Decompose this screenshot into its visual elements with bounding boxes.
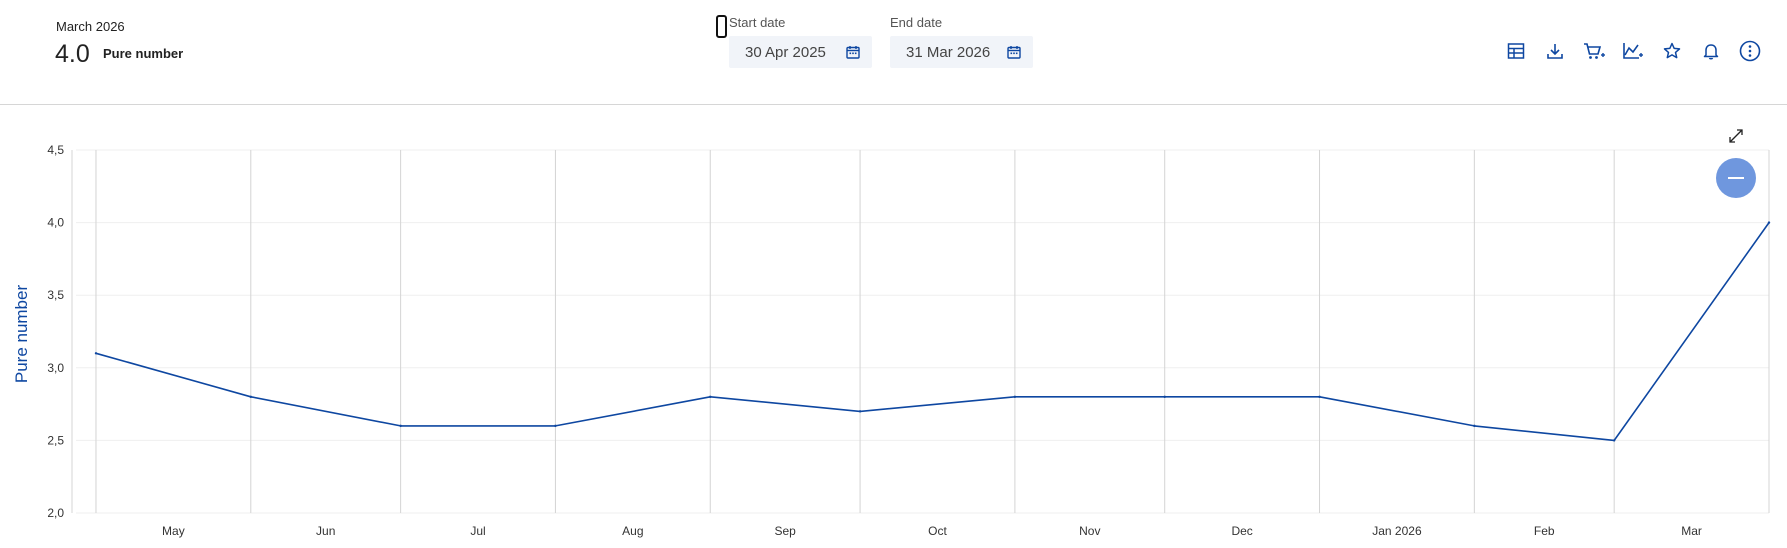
x-tick-label: Jul	[470, 524, 485, 538]
x-tick-label: May	[162, 524, 185, 538]
x-tick-label: Feb	[1534, 524, 1555, 538]
x-tick-label: Sep	[774, 524, 796, 538]
end-date-group: End date 31 Mar 2026	[890, 14, 1033, 68]
x-tick-label: Oct	[928, 524, 947, 538]
toolbar	[1505, 40, 1761, 62]
x-tick-label: Aug	[622, 524, 643, 538]
table-icon[interactable]	[1505, 40, 1527, 62]
y-axis-title: Pure number	[12, 285, 31, 384]
header: March 2026 4.0 Pure number Start date 30…	[0, 0, 1787, 105]
data-point[interactable]	[94, 352, 98, 355]
data-point[interactable]	[1013, 395, 1017, 399]
series-group	[94, 221, 1771, 442]
y-tick-label: 3,5	[47, 288, 64, 302]
x-tick-label: Jan 2026	[1372, 524, 1422, 538]
unit-label: Pure number	[103, 46, 184, 61]
end-date-field[interactable]: 31 Mar 2026	[890, 36, 1033, 68]
period-label: March 2026	[56, 19, 125, 34]
favourite-star-icon[interactable]	[1661, 40, 1683, 62]
start-date-field[interactable]: 30 Apr 2025	[729, 36, 872, 68]
fullscreen-expand-icon[interactable]	[1727, 127, 1745, 145]
end-date-label: End date	[890, 15, 943, 30]
data-point[interactable]	[709, 395, 712, 399]
data-point[interactable]	[1612, 439, 1616, 442]
data-point[interactable]	[858, 410, 862, 413]
download-icon[interactable]	[1544, 40, 1566, 62]
gridlines	[71, 149, 1770, 514]
collapse-button[interactable]	[1716, 158, 1756, 198]
line-chart: Pure number 4,5 4,0 3,5 3,0 2,5 2,0 May Jun Jul…	[12, 143, 1771, 538]
latest-value: 4.0	[55, 40, 90, 68]
y-axis-ticks: 4,5 4,0 3,5 3,0 2,5 2,0	[47, 143, 64, 520]
y-tick-label: 4,0	[47, 216, 64, 230]
start-date-label: Start date	[729, 15, 786, 30]
y-tick-label: 3,0	[47, 361, 64, 375]
data-point[interactable]	[249, 395, 252, 399]
series-line	[95, 222, 1770, 442]
start-date-group: Start date 30 Apr 2025	[729, 14, 872, 68]
y-tick-label: 2,5	[47, 433, 64, 447]
notification-bell-icon[interactable]	[1700, 40, 1722, 62]
y-tick-label: 4,5	[47, 143, 64, 157]
more-options-icon[interactable]	[1739, 40, 1761, 62]
calendar-icon[interactable]	[846, 45, 860, 59]
data-point[interactable]	[1473, 424, 1476, 428]
minus-icon	[1728, 177, 1744, 179]
focus-indicator	[716, 15, 727, 38]
add-chart-icon[interactable]	[1622, 40, 1644, 62]
data-point[interactable]	[1318, 395, 1321, 399]
add-to-cart-icon[interactable]	[1583, 40, 1605, 62]
x-tick-label: Dec	[1231, 524, 1252, 538]
x-tick-label: Mar	[1681, 524, 1702, 538]
x-tick-label: Jun	[316, 524, 335, 538]
start-date-value: 30 Apr 2025	[745, 43, 826, 61]
y-tick-label: 2,0	[47, 506, 64, 520]
data-point[interactable]	[554, 424, 557, 428]
data-point[interactable]	[1163, 395, 1166, 399]
data-point[interactable]	[399, 424, 402, 428]
x-tick-label: Nov	[1079, 524, 1100, 538]
calendar-icon[interactable]	[1007, 45, 1021, 59]
data-point[interactable]	[1767, 221, 1771, 224]
end-date-value: 31 Mar 2026	[906, 43, 991, 61]
x-axis-ticks: May Jun Jul Aug Sep Oct Nov Dec Jan 2026 Feb Mar	[162, 524, 1702, 538]
